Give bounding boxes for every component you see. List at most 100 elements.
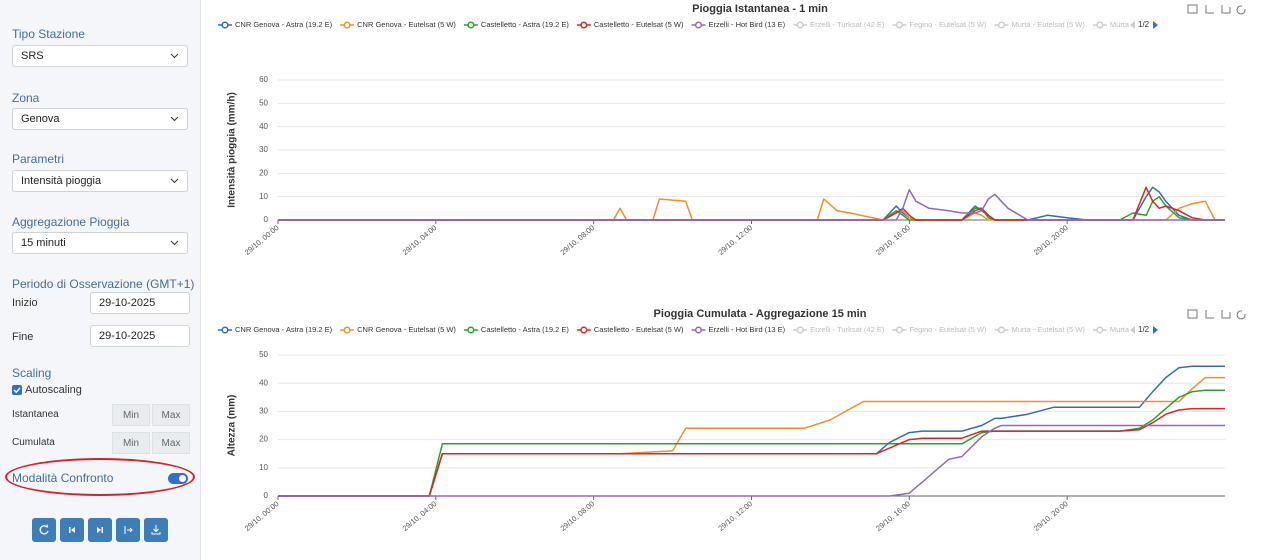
legend-marker [343,21,351,29]
chevron [170,53,179,59]
legend-label[interactable]: Fegino - Eutelsat (5 W) [909,325,987,334]
legend-marker [796,326,804,334]
legend-label[interactable]: Murta - Eutelsat (5 W) [1011,325,1085,334]
legend-prev[interactable] [1130,326,1135,334]
label: Aggregazione Pioggia [12,215,130,229]
zoom-reset-icon[interactable] [1221,310,1231,319]
label: Inizio [12,297,38,309]
series-line [278,198,1225,221]
y-tick-label: 10 [259,192,268,201]
legend-label[interactable]: Murta [1110,20,1130,29]
series-line [278,188,1225,221]
x-tick-label: 29/10, 20:00 [1032,499,1070,533]
y-tick-label: 50 [259,350,268,359]
legend-label[interactable]: Murta [1110,325,1130,334]
save-icon[interactable] [1187,309,1198,319]
legend-next[interactable] [1153,21,1158,29]
series-line [278,195,1225,221]
legend-label[interactable]: Murta - Eutelsat (5 W) [1011,20,1085,29]
chevron [170,240,179,246]
legend-label[interactable]: Erzelli - Hot Bird (13 E) [708,20,785,29]
y-tick-label: 30 [259,145,268,154]
legend-label[interactable]: Erzelli - Turksat (42 E) [810,325,885,334]
icon [124,526,133,534]
legend-marker [343,326,351,334]
legend-label[interactable]: Castelletto - Eutelsat (5 W) [594,325,684,334]
legend-label[interactable]: Castelletto - Astra (19.2 E) [481,20,569,29]
select-value: Genova [21,113,60,125]
chevron [170,178,179,184]
select[interactable]: SRS [12,45,188,67]
zoom-icon[interactable] [1205,310,1214,319]
highlight-ellipse [5,458,195,496]
legend-page: 1/2 [1138,325,1150,334]
x-tick-label: 29/10, 20:00 [1032,223,1070,257]
label: Fine [12,331,34,343]
label: Parametri [12,152,65,166]
input-min[interactable]: Min [112,404,150,426]
legend-marker [580,326,588,334]
restore-icon[interactable] [1236,5,1246,15]
legend-marker [694,21,703,29]
icon [69,527,75,533]
legend-next[interactable] [1153,326,1158,334]
date-input[interactable]: 29-10-2025 [90,325,190,347]
save-icon[interactable] [1187,4,1198,14]
input-max[interactable]: Max [152,432,190,454]
legend-prev[interactable] [1130,21,1135,29]
checkbox[interactable] [12,385,22,395]
x-tick-label: 29/10, 16:00 [874,223,912,257]
y-tick-label: 30 [259,407,268,416]
label: Periodo di Osservazione (GMT+1) [12,277,195,291]
legend-label[interactable]: Castelletto - Eutelsat (5 W) [594,20,684,29]
y-axis-label: Altezza (mm) [227,395,238,457]
legend-label[interactable]: Fegino - Eutelsat (5 W) [909,20,987,29]
x-tick-label: 29/10, 08:00 [558,223,596,257]
select[interactable]: Intensità pioggia [12,170,188,192]
series-line [278,407,1225,497]
y-axis-label: Intensità pioggia (mm/h) [227,92,238,208]
date-input[interactable]: 29-10-2025 [90,292,190,314]
series-line [278,389,1225,497]
toolbox [1187,309,1246,320]
legend-marker [997,21,1006,29]
label: Scaling [12,366,52,380]
select[interactable]: Genova [12,108,188,130]
icon [151,525,161,535]
input-max[interactable]: Max [152,404,190,426]
toolbox [1187,4,1246,15]
label: Zona [12,91,40,105]
legend-label[interactable]: CNR Genova - Astra (19.2 E) [235,20,333,29]
select[interactable]: 15 minuti [12,232,188,254]
first-button[interactable] [60,518,84,542]
refresh-button[interactable] [32,518,56,542]
input-min[interactable]: Min [112,432,150,454]
x-tick-label: 29/10, 16:00 [874,499,912,533]
y-tick-label: 60 [259,75,268,84]
legend-label[interactable]: CNR Genova - Eutelsat (5 W) [357,20,456,29]
legend-label[interactable]: Erzelli - Turksat (42 E) [810,20,885,29]
download-button[interactable] [144,518,168,542]
label: Cumulata [12,437,55,448]
zoom-reset-icon[interactable] [1221,5,1231,14]
restore-icon[interactable] [1236,310,1246,320]
x-tick-label: 29/10, 08:00 [558,499,596,533]
legend-marker [895,21,903,29]
legend-marker [1096,326,1104,334]
zoom-icon[interactable] [1205,5,1214,14]
y-tick-label: 40 [259,378,268,387]
last-button[interactable] [88,518,112,542]
chart-title: Pioggia Istantanea - 1 min [692,3,828,15]
legend-label[interactable]: Castelletto - Astra (19.2 E) [481,325,569,334]
legend-marker [221,326,229,334]
icon [97,527,103,533]
export-button[interactable] [116,518,140,542]
legend-label[interactable]: CNR Genova - Eutelsat (5 W) [357,325,456,334]
legend-page: 1/2 [1138,20,1150,29]
label: Istantanea [12,409,59,420]
legend-label[interactable]: Erzelli - Hot Bird (13 E) [708,325,785,334]
legend-marker [1096,21,1104,29]
legend-label[interactable]: CNR Genova - Astra (19.2 E) [235,325,333,334]
